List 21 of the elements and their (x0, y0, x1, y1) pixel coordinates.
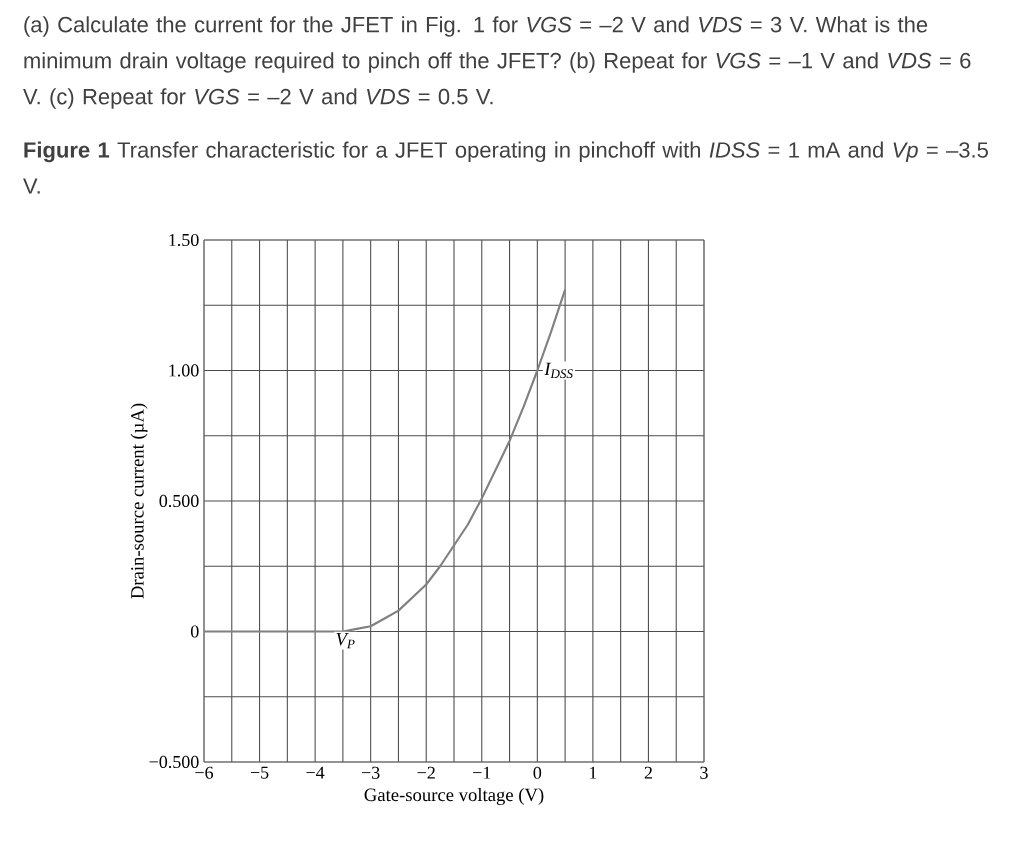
y-tick-label: 1.50 (169, 233, 199, 247)
chart-title: (a) Calculate the current for the JFET in Fig. 1 for VGS = –2 V and VDS = 3 V. What is the minimum drain voltage required to pinch off the JFET? (b) Repeat for VGS = –1 V and VDS = 6 V. (c) Repeat for VGS = –2 V and VDS = 0.5 V. (23, 16, 971, 109)
x-tick-label: −3 (361, 766, 380, 779)
text: Figure 1 Transfer characteristic for a JFET operating in pinchoff with IDSS = 1 mA and Vp = –3.5 V. (23, 141, 988, 194)
x-tick-label: −5 (250, 766, 269, 779)
y-tick-label: 0.500 (159, 494, 199, 508)
annotation: I$_{DSS}$ (544, 362, 573, 379)
x-tick-label: −4 (306, 766, 325, 779)
x-tick-label: 2 (644, 766, 652, 779)
x-tick-label: 1 (589, 766, 597, 779)
annotation: V$_{P}$ (336, 633, 355, 649)
x-tick-label: −6 (195, 766, 214, 779)
y-tick-label: −0.500 (149, 755, 199, 769)
y-axis-title: Drain-source current (µA) (130, 403, 148, 599)
x-tick-label: −1 (473, 766, 491, 779)
x-tick-label: −2 (417, 766, 435, 779)
y-tick-label: 1.00 (169, 364, 199, 377)
x-axis-title: Gate-source voltage (V) (364, 787, 544, 805)
x-tick-label: 0 (533, 766, 542, 779)
y-tick-label: 0 (190, 625, 199, 638)
x-tick-label: 3 (700, 766, 708, 779)
